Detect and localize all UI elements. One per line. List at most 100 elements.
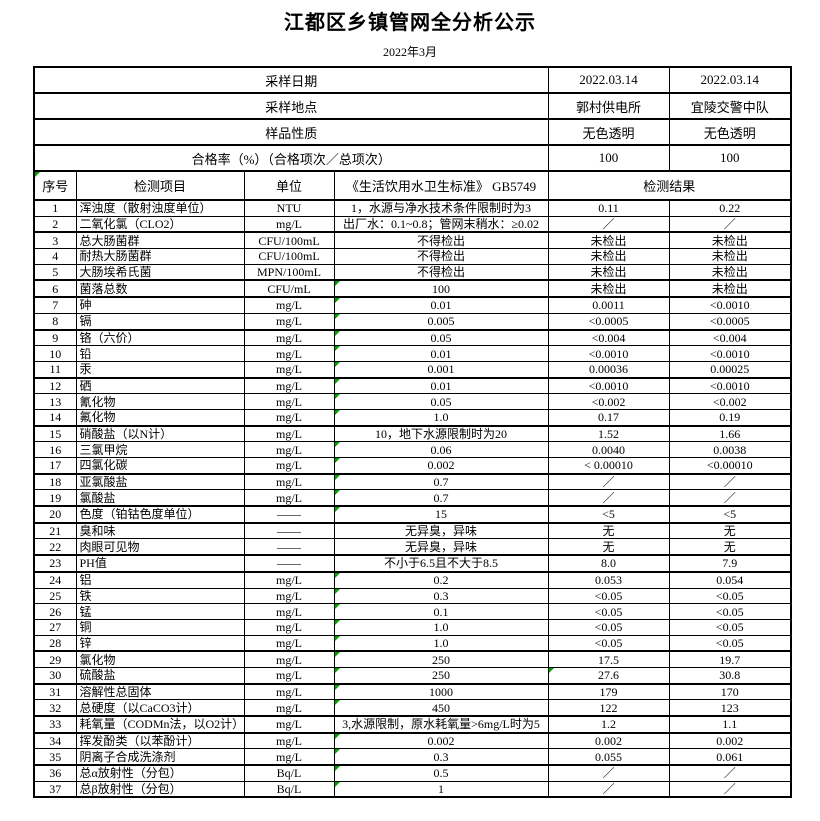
- row-no: 30: [33, 666, 77, 685]
- table-row: 11 汞 mg/L 0.001 0.00036 0.00025: [33, 360, 792, 379]
- unit: mg/L: [243, 699, 335, 718]
- result-2: 无: [668, 538, 792, 557]
- row-no: 22: [33, 538, 77, 557]
- unit: ——: [243, 538, 335, 557]
- unit: MPN/100mL: [243, 263, 335, 282]
- unit: mg/L: [243, 456, 335, 475]
- table-row: 10 铅 mg/L 0.01 <0.0010 <0.0010: [33, 345, 792, 362]
- standard-limit: 1000: [333, 683, 549, 701]
- item-name: 二氧化氯（CLO2）: [75, 215, 245, 234]
- item-name: 铬（六价）: [75, 328, 245, 347]
- table-row: 31 溶解性总固体 mg/L 1000 179 170: [33, 683, 792, 701]
- table-row: 29 氯化物 mg/L 250 17.5 19.7: [33, 650, 792, 668]
- item-name: 硒: [75, 377, 245, 395]
- table-row: 25 铁 mg/L 0.3 <0.05 <0.05: [33, 587, 792, 605]
- table-row: 33 耗氧量（CODMn法，以O2计） mg/L 3,水源限制，原水耗氧量>6mg/L…: [33, 715, 792, 734]
- standard-limit: 450: [333, 699, 549, 718]
- table-row: 7 砷 mg/L 0.01 0.0011 <0.0010: [33, 296, 792, 314]
- unit: mg/L: [243, 377, 335, 395]
- unit: mg/L: [243, 296, 335, 314]
- table-row: 9 铬（六价） mg/L 0.05 <0.004 <0.004: [33, 328, 792, 347]
- unit: mg/L: [243, 715, 335, 734]
- result-1: 0.002: [547, 732, 670, 750]
- result-2: <0.002: [668, 393, 792, 410]
- result-1: 0.053: [547, 571, 670, 589]
- result-2: <0.0010: [668, 296, 792, 314]
- item-name: 三氯甲烷: [75, 441, 245, 458]
- table-row: 12 硒 mg/L 0.01 <0.0010 <0.0010: [33, 377, 792, 395]
- table-row: 5 大肠埃希氏菌 MPN/100mL 不得检出 未检出 未检出: [33, 263, 792, 282]
- result-1: 无: [547, 538, 670, 557]
- result-1: <0.05: [547, 618, 670, 636]
- unit: mg/L: [243, 571, 335, 589]
- row-no: 9: [33, 328, 77, 347]
- row-no: 31: [33, 683, 77, 701]
- standard-limit: 0.001: [333, 360, 549, 379]
- row-no: 2: [33, 215, 77, 234]
- result-1: <0.004: [547, 328, 670, 347]
- table-row: 26 锰 mg/L 0.1 <0.05 <0.05: [33, 603, 792, 620]
- meta-value-2: 100: [668, 144, 792, 172]
- row-no: 4: [33, 248, 77, 265]
- result-1: ／: [547, 764, 670, 782]
- result-1: 0.00036: [547, 360, 670, 379]
- standard-limit: 0.06: [333, 441, 549, 458]
- table-row: 37 总β放射性（分包） Bq/L 1 ／／: [33, 780, 792, 798]
- row-no: 6: [33, 279, 77, 299]
- unit: mg/L: [243, 489, 335, 508]
- standard-limit: 不得检出: [333, 263, 549, 282]
- standard-limit: 不得检出: [333, 248, 549, 265]
- item-name: 砷: [75, 296, 245, 314]
- row-no: 23: [33, 554, 77, 573]
- result-2: ／: [668, 215, 792, 234]
- table-header: 采样日期 2022.03.14 2022.03.14 采样地点 郭村供电所 宜陵交警中队样…: [33, 66, 792, 201]
- row-no: 26: [33, 603, 77, 620]
- standard-limit: 1.0: [333, 634, 549, 653]
- item-name: 耐热大肠菌群: [75, 248, 245, 265]
- table-row: 36 总α放射性（分包） Bq/L 0.5 ／／: [33, 764, 792, 782]
- standard-limit: 3,水源限制，原水耗氧量>6mg/L时为5: [333, 715, 549, 734]
- unit: mg/L: [243, 328, 335, 347]
- item-name: 亚氯酸盐: [75, 473, 245, 491]
- result-2: ／: [668, 489, 792, 508]
- unit: mg/L: [243, 441, 335, 458]
- unit: CFU/100mL: [243, 231, 335, 250]
- standard-limit: 0.005: [333, 312, 549, 331]
- table-row: 20 色度（铂钴色度单位） —— 15 <5 <5: [33, 505, 792, 524]
- unit: mg/L: [243, 215, 335, 234]
- item-name: 大肠埃希氏菌: [75, 263, 245, 282]
- result-1: 0.0011: [547, 296, 670, 314]
- row-no: 14: [33, 408, 77, 427]
- row-no: 35: [33, 748, 77, 767]
- report-month: 2022年3月: [382, 45, 437, 59]
- row-no: 37: [33, 780, 77, 798]
- result-2: 170: [668, 683, 792, 701]
- row-no: 33: [33, 715, 77, 734]
- result-2: <0.0010: [668, 377, 792, 395]
- standard-limit: 0.7: [333, 473, 549, 491]
- standard-limit: 无异臭，异味: [333, 538, 549, 557]
- unit: mg/L: [243, 732, 335, 750]
- columns-row: 序号 检测项目 单位 《生活饮用水卫生标准》 GB5749 检测结果: [33, 170, 792, 201]
- result-2: <0.05: [668, 634, 792, 653]
- result-1: 27.6: [547, 666, 670, 685]
- item-name: 四氯化碳: [75, 456, 245, 475]
- unit: ——: [243, 554, 335, 573]
- result-1: 0.055: [547, 748, 670, 767]
- meta-value-1: 2022.03.14: [547, 66, 670, 94]
- item-name: 硝酸盐（以N计）: [75, 425, 245, 443]
- result-1: <0.05: [547, 634, 670, 653]
- item-name: 总硬度（以CaCO3计）: [75, 699, 245, 718]
- row-no: 17: [33, 456, 77, 475]
- standard-limit: 1.0: [333, 408, 549, 427]
- row-no: 20: [33, 505, 77, 524]
- result-1: <0.0005: [547, 312, 670, 331]
- row-no: 11: [33, 360, 77, 379]
- item-name: 肉眼可见物: [75, 538, 245, 557]
- result-1: 17.5: [547, 650, 670, 668]
- result-2: <0.05: [668, 618, 792, 636]
- result-1: 未检出: [547, 263, 670, 282]
- unit: mg/L: [243, 408, 335, 427]
- item-name: 硫酸盐: [75, 666, 245, 685]
- meta-row-0: 采样日期 2022.03.14 2022.03.14: [33, 66, 792, 94]
